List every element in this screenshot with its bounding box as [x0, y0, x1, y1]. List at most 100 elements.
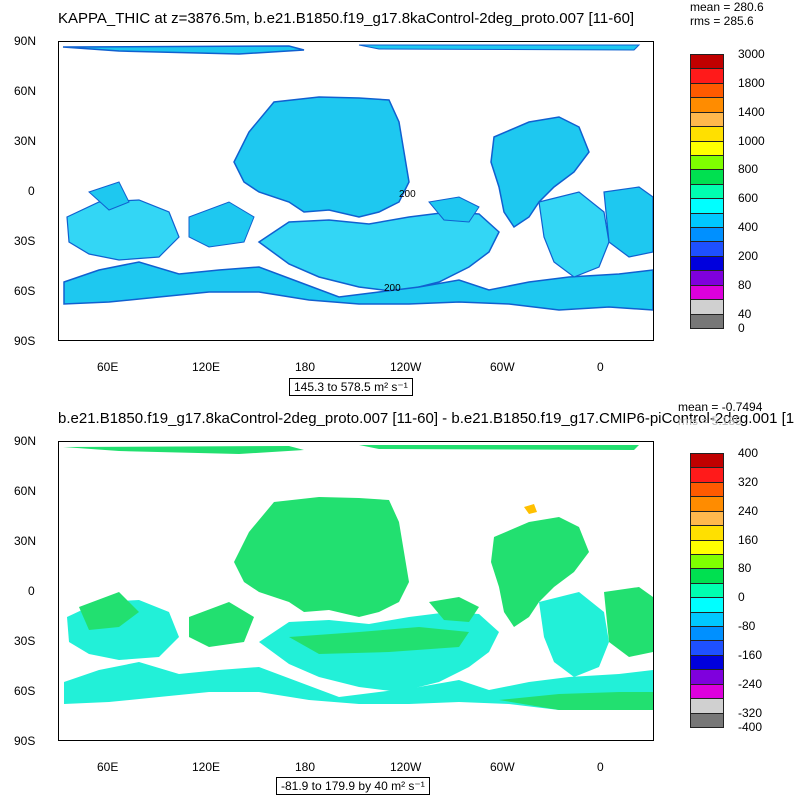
panel2-colorbar-swatch: [690, 539, 724, 555]
panel1-colorbar-label: 1000: [738, 133, 765, 148]
panel2-colorbar-swatch: [690, 510, 724, 527]
panel2-colorbar-label: 400: [738, 446, 759, 460]
panel2-lon-label: 0: [597, 760, 604, 774]
panel1-colorbar-label: 200: [738, 248, 759, 263]
panel2-colorbar-label: -400: [738, 720, 763, 734]
panel1-lon-label: 120W: [390, 360, 422, 374]
panel1-colorbar-swatch: [690, 140, 724, 156]
panel1-colorbar: 3000 1800 1400 1000 800 600 400 200 80 40 0: [690, 47, 790, 335]
panel1-map: 200 200: [58, 41, 654, 341]
panel1-colorbar-swatch: [690, 97, 724, 113]
panel2-colorbar-swatch: [690, 467, 724, 483]
panel1-lat-label: 0: [28, 184, 35, 198]
panel1-mean: mean = 280.6: [690, 0, 764, 14]
panel2-map: [58, 441, 654, 741]
panel1-colorbar-label: 600: [738, 191, 759, 206]
panel1-colorbar-label: 1400: [738, 104, 765, 119]
panel2-lon-label: 180: [295, 760, 316, 774]
panel2-colorbar-swatch: [690, 496, 724, 512]
panel2-lat-label: 30S: [14, 634, 36, 648]
panel2-mean: mean = -0.7494: [678, 400, 763, 414]
panel1-lon-label: 120E: [192, 360, 221, 374]
panel2-colorbar-label: 160: [738, 532, 759, 547]
panel2-colorbar-swatch: [690, 683, 724, 700]
panel1-lon-label: 0: [597, 360, 604, 374]
panel1-colorbar-swatch: [690, 255, 724, 272]
panel1-colorbar-swatch: [690, 169, 724, 185]
panel2-colorbar-label: -320: [738, 705, 763, 720]
panel2-colorbar-swatch: [690, 481, 724, 498]
panel2-colorbar-swatch: [690, 626, 724, 642]
panel1-lat-label: 90N: [14, 34, 37, 48]
panel1-colorbar-swatch: [690, 284, 724, 301]
panel1-colorbar-label: 3000: [738, 47, 765, 61]
panel1-colorbar-swatch: [690, 198, 724, 214]
panel1-colorbar-label: 40: [738, 306, 752, 321]
panel1-colorbar-swatch: [690, 313, 724, 329]
panel2-colorbar-label: -160: [738, 647, 763, 662]
panel2-colorbar-label: -240: [738, 676, 763, 691]
panel2-colorbar-label: 80: [738, 561, 752, 576]
panel1-colorbar-swatch: [690, 82, 724, 99]
panel2-colorbar-swatch: [690, 640, 724, 656]
panel1-range-label: 145.3 to 578.5 m² s⁻¹: [289, 378, 413, 396]
panel2-lon-label: 60E: [97, 760, 119, 774]
panel2-colorbar-swatch: [690, 611, 724, 628]
panel2-lat-label: 60N: [14, 484, 37, 498]
panel2-colorbar-label: -80: [738, 619, 756, 634]
panel2-colorbar-label: 240: [738, 503, 759, 518]
panel1-rms: rms = 285.6: [690, 14, 754, 28]
panel2-map-field: [63, 445, 653, 710]
panel2-lon-label: 60W: [490, 760, 515, 774]
panel1-colorbar-label: 1800: [738, 75, 765, 90]
panel1-contour-label-a: 200: [399, 189, 416, 200]
panel1-lat-label: 30S: [14, 234, 36, 248]
panel1-lat-label: 60S: [14, 284, 36, 298]
panel1-colorbar-swatch: [690, 183, 724, 200]
panel1-colorbar-swatch: [690, 227, 724, 243]
panel2-colorbar-swatch: [690, 698, 724, 714]
panel2-colorbar-swatch: [690, 568, 724, 584]
panel2-lat-label: 0: [28, 584, 35, 598]
panel2-colorbar-swatch: [690, 712, 724, 728]
panel1-map-field: 200 200: [62, 44, 653, 311]
panel2-colorbar-swatch: [690, 669, 724, 685]
panel2-colorbar-label: 0: [738, 590, 745, 605]
panel1-lon-label: 60E: [97, 360, 119, 374]
panel2-title: b.e21.B1850.f19_g17.8kaControl-2deg_prot…: [58, 410, 795, 427]
panel2-range-label: -81.9 to 179.9 by 40 m² s⁻¹: [276, 777, 430, 795]
panel1-lon-label: 180: [295, 360, 316, 374]
panel2-colorbar-swatch: [690, 553, 724, 570]
panel1-colorbar-label: 0: [738, 321, 745, 335]
panel1-colorbar-swatch: [690, 270, 724, 286]
panel2-colorbar-swatch: [690, 654, 724, 671]
panel2-lat-label: 90S: [14, 734, 36, 748]
panel1-lon-label: 60W: [490, 360, 515, 374]
panel2-colorbar-swatch: [690, 597, 724, 613]
panel2-lon-label: 120W: [390, 760, 422, 774]
panel1-colorbar-swatch: [690, 68, 724, 84]
panel2-lat-label: 90N: [14, 434, 37, 448]
panel1-colorbar-swatch: [690, 299, 724, 315]
panel2-lat-label: 60S: [14, 684, 36, 698]
panel1-colorbar-label: 800: [738, 162, 759, 177]
panel2-rms: rms = 5.185: [678, 414, 742, 428]
panel1-colorbar-swatch: [690, 111, 724, 128]
panel2-colorbar-label: 320: [738, 474, 759, 489]
panel2-colorbar: 400 320 240 160 80 0 -80 -160 -240 -320 -400: [690, 446, 790, 734]
panel1-contour-label-b: 200: [384, 283, 401, 294]
panel1-colorbar-swatch: [690, 212, 724, 229]
panel1-colorbar-swatch: [690, 241, 724, 257]
panel1-colorbar-swatch: [690, 54, 724, 70]
panel1-colorbar-swatch: [690, 154, 724, 171]
panel1-lat-label: 60N: [14, 84, 37, 98]
panel1-lat-label: 30N: [14, 134, 37, 148]
panel1-colorbar-swatch: [690, 126, 724, 142]
panel2-lat-label: 30N: [14, 534, 37, 548]
panel2-colorbar-swatch: [690, 582, 724, 599]
panel2-lon-label: 120E: [192, 760, 221, 774]
panel2-colorbar-swatch: [690, 453, 724, 469]
panel1-colorbar-label: 400: [738, 220, 759, 235]
panel1-colorbar-label: 80: [738, 277, 752, 292]
panel1-lat-label: 90S: [14, 334, 36, 348]
